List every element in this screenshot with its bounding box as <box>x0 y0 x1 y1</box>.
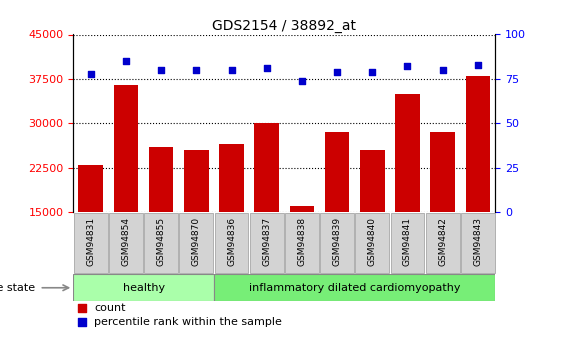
Bar <box>114 85 138 212</box>
Title: GDS2154 / 38892_at: GDS2154 / 38892_at <box>212 19 356 33</box>
Point <box>192 67 201 73</box>
FancyBboxPatch shape <box>461 214 495 273</box>
FancyBboxPatch shape <box>214 274 495 301</box>
Text: GSM94836: GSM94836 <box>227 217 236 266</box>
Point <box>403 64 412 69</box>
Text: GSM94842: GSM94842 <box>438 217 447 266</box>
Point <box>122 58 131 64</box>
Text: GSM94843: GSM94843 <box>473 217 482 266</box>
Point <box>438 67 447 73</box>
Text: healthy: healthy <box>123 283 164 293</box>
Bar <box>395 94 420 212</box>
Text: GSM94840: GSM94840 <box>368 217 377 266</box>
Point <box>368 69 377 75</box>
Bar <box>325 132 350 212</box>
Bar <box>149 147 173 212</box>
Point <box>227 67 236 73</box>
Bar <box>78 165 103 212</box>
Point <box>86 71 95 76</box>
Text: GSM94855: GSM94855 <box>157 217 166 266</box>
FancyBboxPatch shape <box>215 214 248 273</box>
Point <box>77 305 86 310</box>
FancyBboxPatch shape <box>250 214 284 273</box>
Point <box>297 78 306 83</box>
FancyBboxPatch shape <box>144 214 178 273</box>
Bar <box>360 150 385 212</box>
FancyBboxPatch shape <box>74 214 108 273</box>
FancyBboxPatch shape <box>391 214 425 273</box>
FancyBboxPatch shape <box>73 274 214 301</box>
Point <box>333 69 342 75</box>
Bar <box>219 144 244 212</box>
Text: inflammatory dilated cardiomyopathy: inflammatory dilated cardiomyopathy <box>249 283 461 293</box>
Text: GSM94841: GSM94841 <box>403 217 412 266</box>
FancyBboxPatch shape <box>180 214 213 273</box>
Point <box>262 66 271 71</box>
Point <box>473 62 482 68</box>
Bar <box>289 206 314 212</box>
Bar <box>184 150 209 212</box>
Text: percentile rank within the sample: percentile rank within the sample <box>95 317 282 327</box>
Text: disease state: disease state <box>0 283 35 293</box>
FancyBboxPatch shape <box>285 214 319 273</box>
Bar <box>430 132 455 212</box>
Point <box>77 320 86 325</box>
Text: GSM94831: GSM94831 <box>86 217 95 266</box>
FancyBboxPatch shape <box>355 214 389 273</box>
FancyBboxPatch shape <box>109 214 143 273</box>
Text: GSM94870: GSM94870 <box>192 217 201 266</box>
Text: count: count <box>95 303 126 313</box>
Bar <box>466 76 490 212</box>
FancyBboxPatch shape <box>426 214 459 273</box>
Text: GSM94854: GSM94854 <box>122 217 131 266</box>
Text: GSM94837: GSM94837 <box>262 217 271 266</box>
Text: GSM94838: GSM94838 <box>297 217 306 266</box>
Text: GSM94839: GSM94839 <box>333 217 342 266</box>
Bar <box>254 124 279 212</box>
Point <box>157 67 166 73</box>
FancyBboxPatch shape <box>320 214 354 273</box>
